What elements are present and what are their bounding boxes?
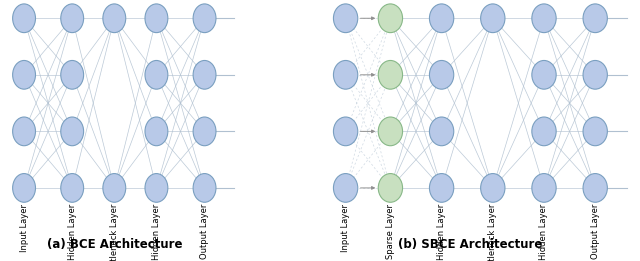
- Ellipse shape: [103, 174, 125, 202]
- Ellipse shape: [378, 174, 403, 202]
- Ellipse shape: [193, 117, 216, 146]
- Text: Sparse Layer: Sparse Layer: [386, 204, 395, 259]
- Ellipse shape: [429, 117, 454, 146]
- Ellipse shape: [583, 117, 607, 146]
- Ellipse shape: [429, 4, 454, 33]
- Ellipse shape: [333, 61, 358, 89]
- Text: Input Layer: Input Layer: [341, 204, 350, 252]
- Ellipse shape: [583, 174, 607, 202]
- Ellipse shape: [61, 4, 84, 33]
- Ellipse shape: [145, 174, 168, 202]
- Text: Input Layer: Input Layer: [20, 204, 29, 252]
- Ellipse shape: [378, 4, 403, 33]
- Ellipse shape: [378, 117, 403, 146]
- Ellipse shape: [193, 174, 216, 202]
- Ellipse shape: [61, 61, 84, 89]
- Ellipse shape: [13, 174, 35, 202]
- Ellipse shape: [61, 174, 84, 202]
- Ellipse shape: [429, 61, 454, 89]
- Ellipse shape: [481, 4, 505, 33]
- Ellipse shape: [429, 174, 454, 202]
- Text: Hidden Layer: Hidden Layer: [437, 204, 446, 260]
- Ellipse shape: [333, 117, 358, 146]
- Ellipse shape: [532, 174, 556, 202]
- Ellipse shape: [532, 4, 556, 33]
- Text: Output Layer: Output Layer: [200, 204, 209, 259]
- Ellipse shape: [145, 61, 168, 89]
- Ellipse shape: [145, 117, 168, 146]
- Ellipse shape: [532, 117, 556, 146]
- Text: Hidden Layer: Hidden Layer: [540, 204, 548, 260]
- Ellipse shape: [333, 4, 358, 33]
- Ellipse shape: [61, 117, 84, 146]
- Text: Hidden Layer: Hidden Layer: [68, 204, 77, 260]
- Ellipse shape: [103, 4, 125, 33]
- Ellipse shape: [193, 4, 216, 33]
- Text: Output Layer: Output Layer: [591, 204, 600, 259]
- Ellipse shape: [583, 61, 607, 89]
- Text: Bottleneck Layer: Bottleneck Layer: [110, 204, 119, 261]
- Ellipse shape: [583, 4, 607, 33]
- Ellipse shape: [378, 61, 403, 89]
- Ellipse shape: [532, 61, 556, 89]
- Ellipse shape: [13, 61, 35, 89]
- Ellipse shape: [145, 4, 168, 33]
- Text: Hidden Layer: Hidden Layer: [152, 204, 161, 260]
- Ellipse shape: [333, 174, 358, 202]
- Ellipse shape: [481, 174, 505, 202]
- Ellipse shape: [13, 117, 35, 146]
- Text: (a) BCE Architecture: (a) BCE Architecture: [47, 238, 182, 251]
- Text: (b) SBCE Architecture: (b) SBCE Architecture: [398, 238, 543, 251]
- Ellipse shape: [13, 4, 35, 33]
- Ellipse shape: [193, 61, 216, 89]
- Text: Bottleneck Layer: Bottleneck Layer: [488, 204, 497, 261]
